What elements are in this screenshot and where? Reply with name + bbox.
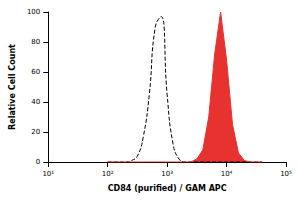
svg-text:40: 40: [31, 98, 40, 106]
svg-text:20: 20: [31, 128, 40, 136]
svg-text:10⁵: 10⁵: [280, 170, 292, 178]
svg-text:80: 80: [31, 38, 40, 46]
svg-text:CD84 (purified) / GAM APC: CD84 (purified) / GAM APC: [108, 184, 227, 193]
svg-text:10¹: 10¹: [42, 170, 54, 178]
svg-text:Relative Cell Count: Relative Cell Count: [8, 44, 17, 130]
svg-text:60: 60: [31, 68, 40, 76]
svg-text:10⁴: 10⁴: [221, 170, 233, 178]
svg-text:10³: 10³: [161, 170, 173, 178]
svg-text:100: 100: [27, 8, 40, 16]
svg-text:0: 0: [36, 158, 40, 166]
svg-text:10²: 10²: [102, 170, 114, 178]
